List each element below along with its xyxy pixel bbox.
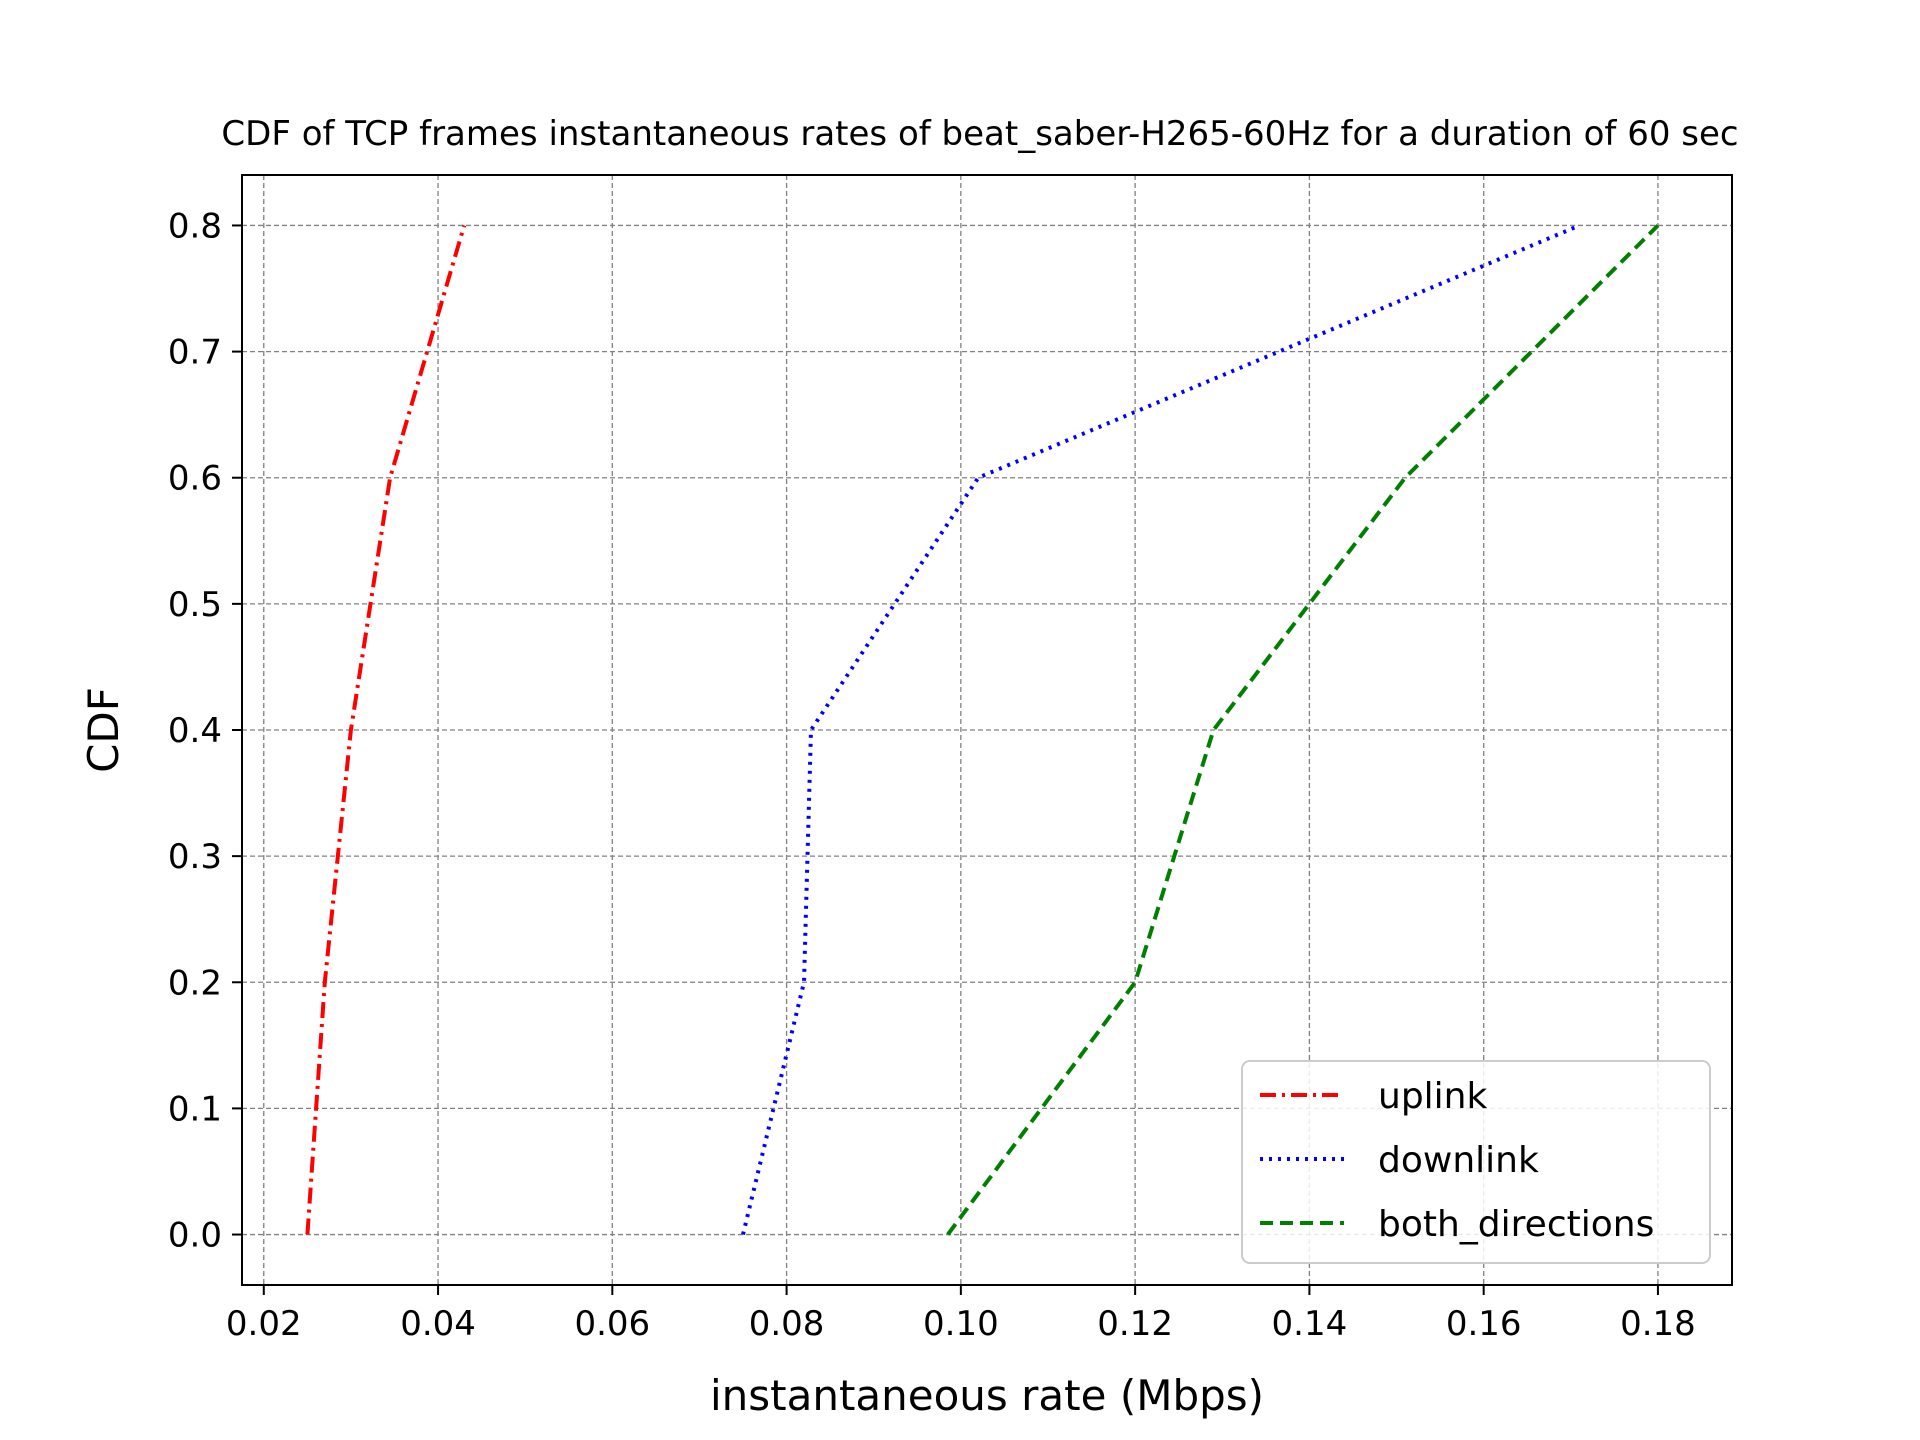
y-tick-label: 0.6	[168, 459, 222, 499]
y-tick-label: 0.4	[168, 711, 222, 751]
x-tick-label: 0.04	[400, 1304, 476, 1344]
chart-title: CDF of TCP frames instantaneous rates of…	[221, 114, 1738, 154]
x-tick-label: 0.10	[923, 1304, 999, 1344]
series-line-both-directions	[946, 224, 1660, 1236]
x-tick-label: 0.18	[1620, 1304, 1696, 1344]
y-tick-label: 0.3	[168, 837, 222, 877]
legend-label-uplink: uplink	[1378, 1076, 1487, 1117]
x-axis-label: instantaneous rate (Mbps)	[710, 1371, 1264, 1420]
legend: uplink downlink both_directions	[1241, 1060, 1711, 1264]
x-axis-ticks: 0.02 0.04 0.06 0.08 0.10 0.12 0.14 0.16 0.18	[226, 1285, 1696, 1344]
y-tick-label: 0.5	[168, 585, 222, 625]
y-tick-label: 0.7	[168, 333, 222, 373]
x-tick-label: 0.16	[1446, 1304, 1522, 1344]
x-tick-label: 0.06	[574, 1304, 650, 1344]
x-tick-label: 0.08	[749, 1304, 825, 1344]
series-line-downlink	[741, 223, 1581, 1235]
series-lines	[305, 223, 1660, 1236]
x-tick-label: 0.14	[1272, 1304, 1348, 1344]
legend-label-downlink: downlink	[1378, 1140, 1539, 1181]
y-axis-label: CDF	[79, 687, 128, 773]
y-tick-label: 0.2	[168, 963, 222, 1003]
y-tick-label: 0.8	[168, 206, 222, 246]
y-axis-ticks: 0.0 0.1 0.2 0.3 0.4 0.5 0.6 0.7 0.8	[168, 206, 242, 1256]
legend-label-both-directions: both_directions	[1378, 1204, 1654, 1245]
y-tick-label: 0.0	[168, 1216, 222, 1256]
x-tick-label: 0.02	[226, 1304, 302, 1344]
x-tick-label: 0.12	[1097, 1304, 1173, 1344]
legend-box	[1241, 1060, 1711, 1264]
series-line-uplink	[305, 224, 467, 1235]
y-tick-label: 0.1	[168, 1089, 222, 1129]
